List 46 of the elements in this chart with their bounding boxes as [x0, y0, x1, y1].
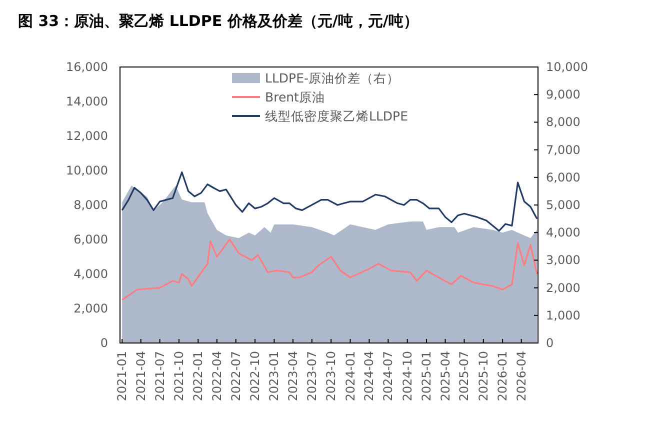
y2-tick-label: 4,000	[546, 226, 580, 240]
y-tick-label: 12,000	[66, 129, 108, 143]
x-tick-label: 2022-04	[210, 351, 224, 402]
y-tick-label: 14,000	[66, 94, 108, 108]
chart-title: 图 33：原油、聚乙烯 LLDPE 价格及价差（元/吨，元/吨）	[18, 12, 418, 30]
y2-tick-label: 10,000	[546, 60, 588, 74]
x-tick-label: 2025-01	[420, 351, 434, 402]
legend-label: LLDPE-原油价差（右）	[265, 70, 400, 86]
x-tick-label: 2023-01	[267, 351, 282, 402]
y-tick-label: 0	[100, 336, 108, 350]
x-tick-label: 2021-04	[134, 351, 148, 402]
y-tick-label: 16,000	[66, 60, 108, 74]
x-tick-label: 2025-10	[476, 351, 490, 402]
legend-label: Brent原油	[265, 90, 325, 104]
y2-tick-label: 6,000	[546, 170, 580, 184]
y2-tick-label: 1,000	[546, 308, 580, 322]
x-tick-label: 2024-04	[362, 351, 376, 402]
x-tick-label: 2025-04	[438, 351, 452, 402]
x-tick-label: 2022-10	[248, 351, 262, 402]
y2-tick-label: 5,000	[546, 198, 580, 212]
y-tick-label: 8,000	[74, 198, 108, 212]
y-tick-label: 4,000	[74, 267, 108, 281]
y2-tick-label: 0	[546, 336, 554, 350]
x-tick-label: 2025-07	[457, 351, 472, 402]
x-tick-label: 2023-07	[304, 351, 319, 402]
y2-tick-label: 3,000	[546, 253, 580, 268]
x-tick-label: 2022-01	[191, 351, 206, 402]
x-tick-label: 2024-01	[343, 351, 358, 402]
y-tick-label: 6,000	[74, 232, 108, 246]
y2-tick-label: 8,000	[546, 115, 580, 130]
legend-label: 线型低密度聚乙烯LLDPE	[265, 108, 408, 124]
y2-tick-label: 7,000	[546, 142, 580, 157]
x-tick-label: 2021-01	[115, 351, 130, 402]
x-tick-label: 2023-10	[324, 351, 338, 402]
x-tick-label: 2021-07	[152, 351, 167, 402]
x-tick-label: 2026-04	[514, 351, 528, 402]
x-tick-label: 2026-01	[496, 351, 510, 402]
x-tick-label: 2024-10	[400, 351, 414, 402]
x-tick-label: 2022-07	[228, 351, 243, 402]
y2-tick-label: 2,000	[546, 280, 580, 295]
x-tick-label: 2023-04	[286, 351, 300, 402]
x-tick-label: 2021-10	[172, 351, 186, 402]
y-tick-label: 10,000	[66, 164, 108, 178]
y2-tick-label: 9,000	[546, 88, 580, 102]
x-tick-label: 2024-07	[381, 351, 396, 402]
y-tick-label: 2,000	[74, 302, 108, 316]
